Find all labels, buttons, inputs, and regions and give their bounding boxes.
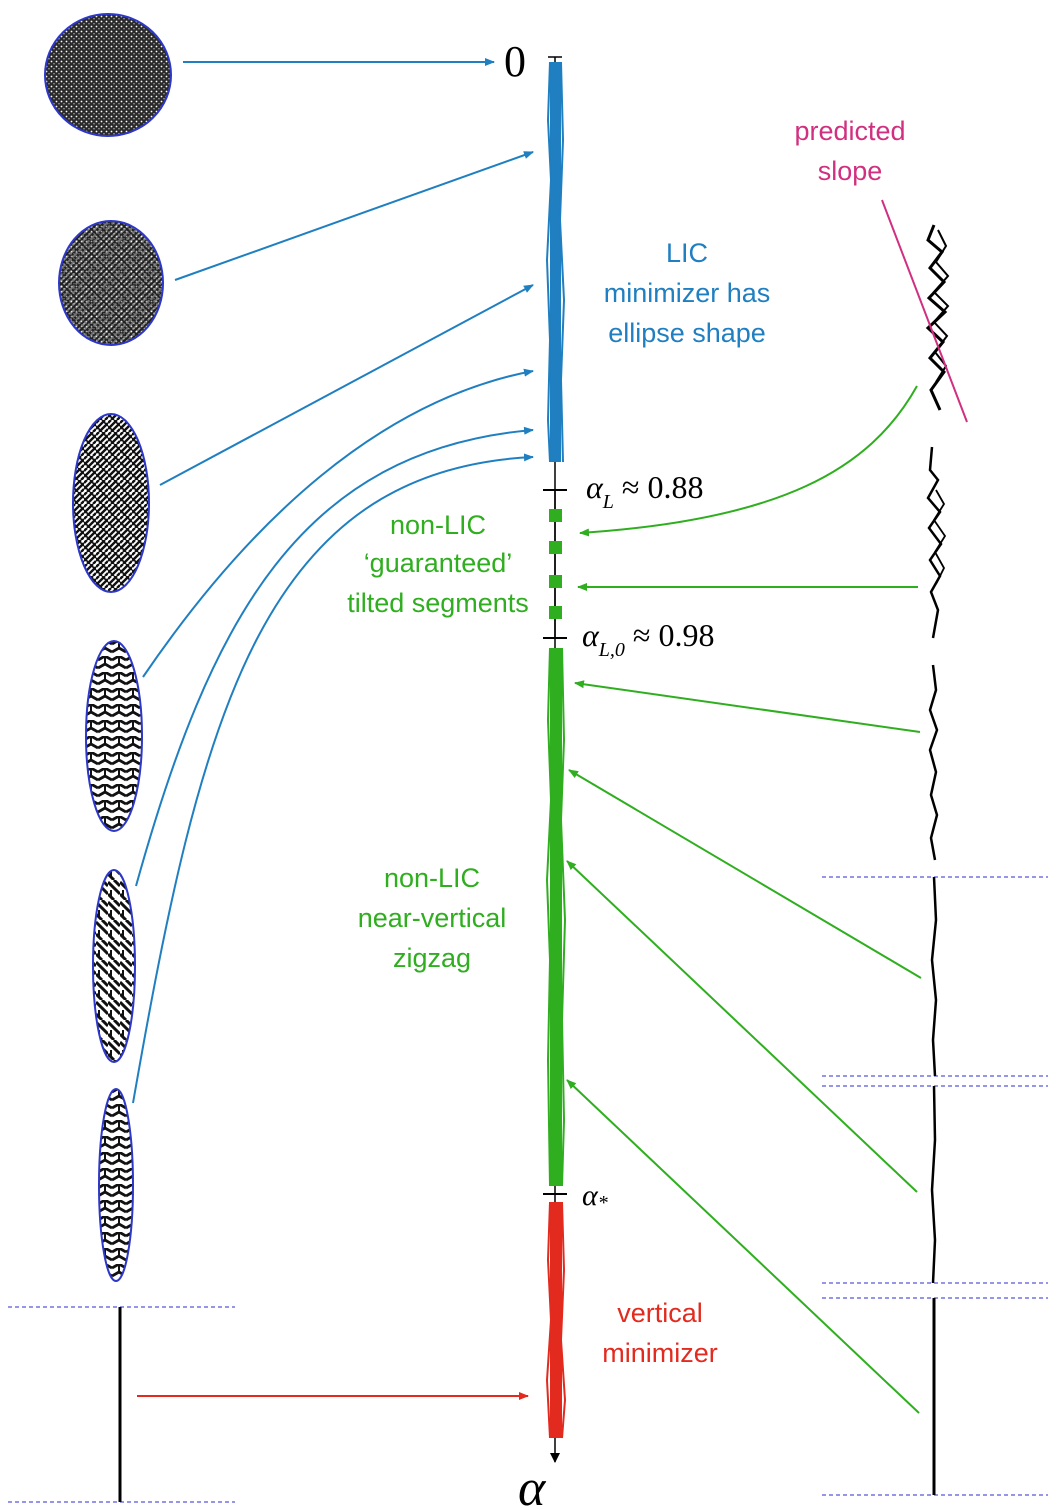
guaranteed-label-line-3: tilted segments	[347, 588, 529, 618]
guaranteed-label-line-2: ‘guaranteed’	[364, 548, 513, 578]
ellipse-pattern-icon	[98, 1088, 134, 1282]
tilted-segments-icon	[926, 446, 947, 639]
arrow-ellipse-4	[135, 426, 534, 887]
vertical-line-icon	[8, 1306, 235, 1503]
vertical-label-line-1: vertical	[617, 1298, 703, 1328]
tick-alpha-L0-symbol: α	[582, 617, 600, 653]
ellipse-pattern-icon	[85, 640, 143, 832]
tick-alpha-star-sub: *	[598, 1192, 608, 1214]
tick-alpha-L0-value: ≈ 0.98	[625, 617, 715, 653]
left-shapes	[8, 13, 235, 1503]
tick-alpha-star: α*	[543, 1179, 608, 1214]
axis-zero-label: 0	[504, 37, 526, 86]
near-vertical-zigzag-icon	[822, 876, 1048, 1284]
ellipse-pattern-icon	[58, 220, 164, 346]
svg-text:α*: α*	[582, 1179, 608, 1214]
tick-alpha-L-symbol: α	[586, 469, 604, 505]
tick-alpha-L0-sub: L,0	[598, 639, 625, 661]
vertical-line-icon	[822, 1297, 1048, 1496]
predicted-slope-line	[881, 199, 968, 423]
arrow-ellipse-2	[159, 284, 534, 486]
axis-alpha-label: α	[518, 1460, 547, 1510]
tick-alpha-L: αL ≈ 0.88	[543, 469, 703, 513]
zigzag-label-line-2: near-vertical	[358, 903, 507, 933]
vertical-label-line-2: minimizer	[602, 1338, 718, 1368]
lic-label: LIC minimizer has ellipse shape	[604, 238, 771, 348]
lic-band	[545, 61, 566, 463]
right-arrows	[566, 385, 922, 1414]
arrow-near-vertical-2	[566, 860, 918, 1193]
zigzag-icon	[928, 664, 939, 861]
zigzag-label-line-3: zigzag	[393, 943, 471, 973]
predicted-label-line-2: slope	[818, 156, 883, 186]
arrow-vertical	[566, 1079, 920, 1414]
arrow-tilted-zigzag	[579, 385, 918, 537]
svg-text:αL ≈ 0.88: αL ≈ 0.88	[586, 469, 703, 513]
tick-alpha-star-symbol: α	[582, 1179, 599, 1212]
disk-pattern-icon	[44, 13, 172, 137]
vertical-band	[545, 1201, 567, 1439]
vertical-label: vertical minimizer	[602, 1298, 718, 1368]
zigzag-label-line-1: non-LIC	[384, 863, 480, 893]
tick-alpha-L-value: ≈ 0.88	[614, 469, 704, 505]
lic-label-line-1: LIC	[666, 238, 708, 268]
guaranteed-label-line-1: non-LIC	[390, 510, 486, 540]
predicted-label-line-1: predicted	[794, 116, 905, 146]
guaranteed-band	[549, 490, 562, 638]
arrow-near-vertical-1	[568, 769, 922, 979]
arrow-ellipse-1	[174, 151, 534, 281]
guaranteed-label: non-LIC ‘guaranteed’ tilted segments	[347, 510, 529, 618]
arrow-ellipse-3	[142, 368, 534, 678]
arrow-zigzag	[574, 680, 921, 733]
lic-label-line-3: ellipse shape	[608, 318, 766, 348]
predicted-label: predicted slope	[794, 116, 905, 186]
zigzag-band	[545, 647, 567, 1187]
svg-text:αL,0 ≈ 0.98: αL,0 ≈ 0.98	[582, 617, 714, 661]
zigzag-label: non-LIC near-vertical zigzag	[358, 863, 507, 973]
left-arrows	[132, 58, 534, 1400]
lic-label-line-2: minimizer has	[604, 278, 771, 308]
tick-alpha-L-sub: L	[602, 491, 614, 513]
tick-alpha-L0: αL,0 ≈ 0.98	[543, 617, 714, 661]
ellipse-pattern-icon	[92, 869, 136, 1063]
tilted-zigzag-icon	[881, 199, 968, 423]
ellipse-pattern-icon	[72, 413, 150, 593]
right-shapes	[822, 199, 1048, 1496]
arrow-ellipse-5	[132, 453, 534, 1104]
